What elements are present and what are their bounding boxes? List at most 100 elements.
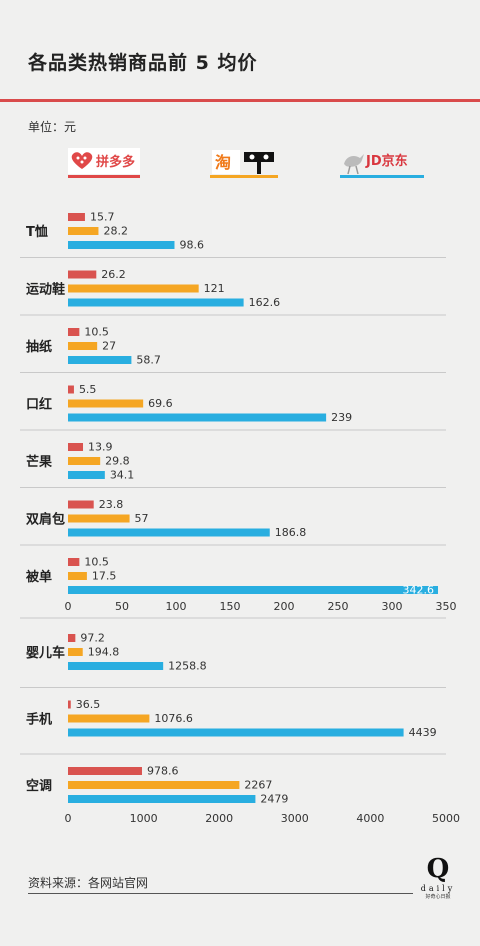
value-label: 69.6 <box>148 397 173 410</box>
value-label: 10.5 <box>84 556 109 569</box>
value-label: 13.9 <box>88 441 113 454</box>
pinduoduo-logo-text: 拼多多 <box>96 154 135 170</box>
bar-pinduoduo <box>68 767 142 775</box>
value-label: 1076.6 <box>154 712 193 725</box>
bar-jd <box>68 471 105 479</box>
qdaily-logo: Q daily 好奇心日报 <box>420 856 456 900</box>
x-tick-label: 50 <box>115 600 129 613</box>
value-label: 15.7 <box>90 211 115 224</box>
value-label: 239 <box>331 411 352 424</box>
value-label: 58.7 <box>136 354 161 367</box>
taobao-logo: 淘 <box>210 148 278 184</box>
value-label: 27 <box>102 340 116 353</box>
value-label: 26.2 <box>101 268 126 281</box>
qdaily-logo-slogan: 好奇心日报 <box>425 894 451 900</box>
category-label: 运动鞋 <box>26 282 65 298</box>
value-label: 342.6 <box>403 584 435 597</box>
bar-jd <box>68 413 327 422</box>
bar-pinduoduo <box>68 328 80 336</box>
bar-pinduoduo <box>68 700 71 709</box>
category-label: 被单 <box>25 569 52 585</box>
bar-pinduoduo <box>68 558 80 566</box>
title-divider <box>0 99 480 102</box>
value-label: 98.6 <box>179 239 204 252</box>
category-label: 芒果 <box>26 454 52 470</box>
x-tick-label: 5000 <box>432 812 460 825</box>
value-label: 162.6 <box>249 296 281 309</box>
category-label: 抽纸 <box>26 339 52 355</box>
category-label: 口红 <box>26 397 52 413</box>
x-tick-label: 0 <box>65 600 72 613</box>
value-label: 29.8 <box>105 455 129 468</box>
bar-taobao <box>68 514 130 523</box>
value-label: 186.8 <box>275 526 307 539</box>
bar-taobao <box>68 342 98 350</box>
bar-taobao <box>68 648 83 656</box>
x-tick-label: 4000 <box>356 812 384 825</box>
bar-taobao <box>68 284 199 293</box>
x-tick-label: 2000 <box>205 812 233 825</box>
category-label: T恤 <box>26 224 48 240</box>
category-label: 空调 <box>26 778 52 794</box>
value-label: 36.5 <box>76 698 101 711</box>
bar-taobao <box>68 457 101 465</box>
x-tick-label: 0 <box>65 812 72 825</box>
unit-label: 单位：元 <box>28 120 77 134</box>
x-tick-label: 100 <box>166 600 187 613</box>
bar-pinduoduo <box>68 443 84 451</box>
x-tick-label: 350 <box>436 600 457 613</box>
bar-jd <box>68 298 244 307</box>
jd-logo-text: JD京东 <box>365 153 408 169</box>
qdaily-logo-name: daily <box>420 884 456 893</box>
bar-pinduoduo <box>68 385 74 394</box>
value-label: 1258.8 <box>168 660 207 673</box>
category-label: 婴儿车 <box>26 645 65 661</box>
footer-divider <box>28 893 413 894</box>
value-label: 97.2 <box>80 632 105 645</box>
value-label: 34.1 <box>110 469 135 482</box>
bar-jd <box>68 662 164 670</box>
bar-taobao <box>68 227 99 235</box>
category-label: 双肩包 <box>26 512 65 528</box>
bar-jd <box>68 528 270 537</box>
value-label: 978.6 <box>147 765 179 778</box>
bar-pinduoduo <box>68 634 76 642</box>
bar-jd <box>68 586 439 594</box>
chart-title: 各品类热销商品前 5 均价 <box>28 52 258 74</box>
value-label: 5.5 <box>79 383 97 396</box>
qdaily-logo-mark: Q <box>426 854 450 884</box>
x-tick-label: 300 <box>382 600 403 613</box>
value-label: 23.8 <box>99 498 124 511</box>
bar-pinduoduo <box>68 500 94 509</box>
bar-taobao <box>68 781 240 789</box>
bar-jd <box>68 728 404 737</box>
value-label: 10.5 <box>84 326 109 339</box>
jd-logo: JD京东 <box>340 148 424 184</box>
x-tick-label: 3000 <box>281 812 309 825</box>
bar-pinduoduo <box>68 270 97 279</box>
value-label: 121 <box>204 282 225 295</box>
value-label: 57 <box>135 512 149 525</box>
bar-jd <box>68 795 256 803</box>
value-label: 17.5 <box>92 570 117 583</box>
pinduoduo-logo: 拼多多 <box>68 148 140 184</box>
taobao-logo-text: 淘 <box>215 153 231 172</box>
bar-jd <box>68 241 175 249</box>
bar-taobao <box>68 572 87 580</box>
value-label: 4439 <box>409 726 437 739</box>
bar-jd <box>68 356 132 364</box>
x-tick-label: 150 <box>220 600 241 613</box>
value-label: 28.2 <box>103 225 128 238</box>
value-label: 2267 <box>244 779 272 792</box>
bar-pinduoduo <box>68 213 85 221</box>
x-tick-label: 200 <box>274 600 295 613</box>
value-label: 2479 <box>260 793 288 806</box>
x-tick-label: 1000 <box>130 812 158 825</box>
bar-taobao <box>68 399 144 408</box>
value-label: 194.8 <box>88 646 120 659</box>
category-label: 手机 <box>26 712 52 728</box>
source-note: 资料来源：各网站官网 <box>28 876 149 890</box>
x-tick-label: 250 <box>328 600 349 613</box>
bar-taobao <box>68 714 150 723</box>
